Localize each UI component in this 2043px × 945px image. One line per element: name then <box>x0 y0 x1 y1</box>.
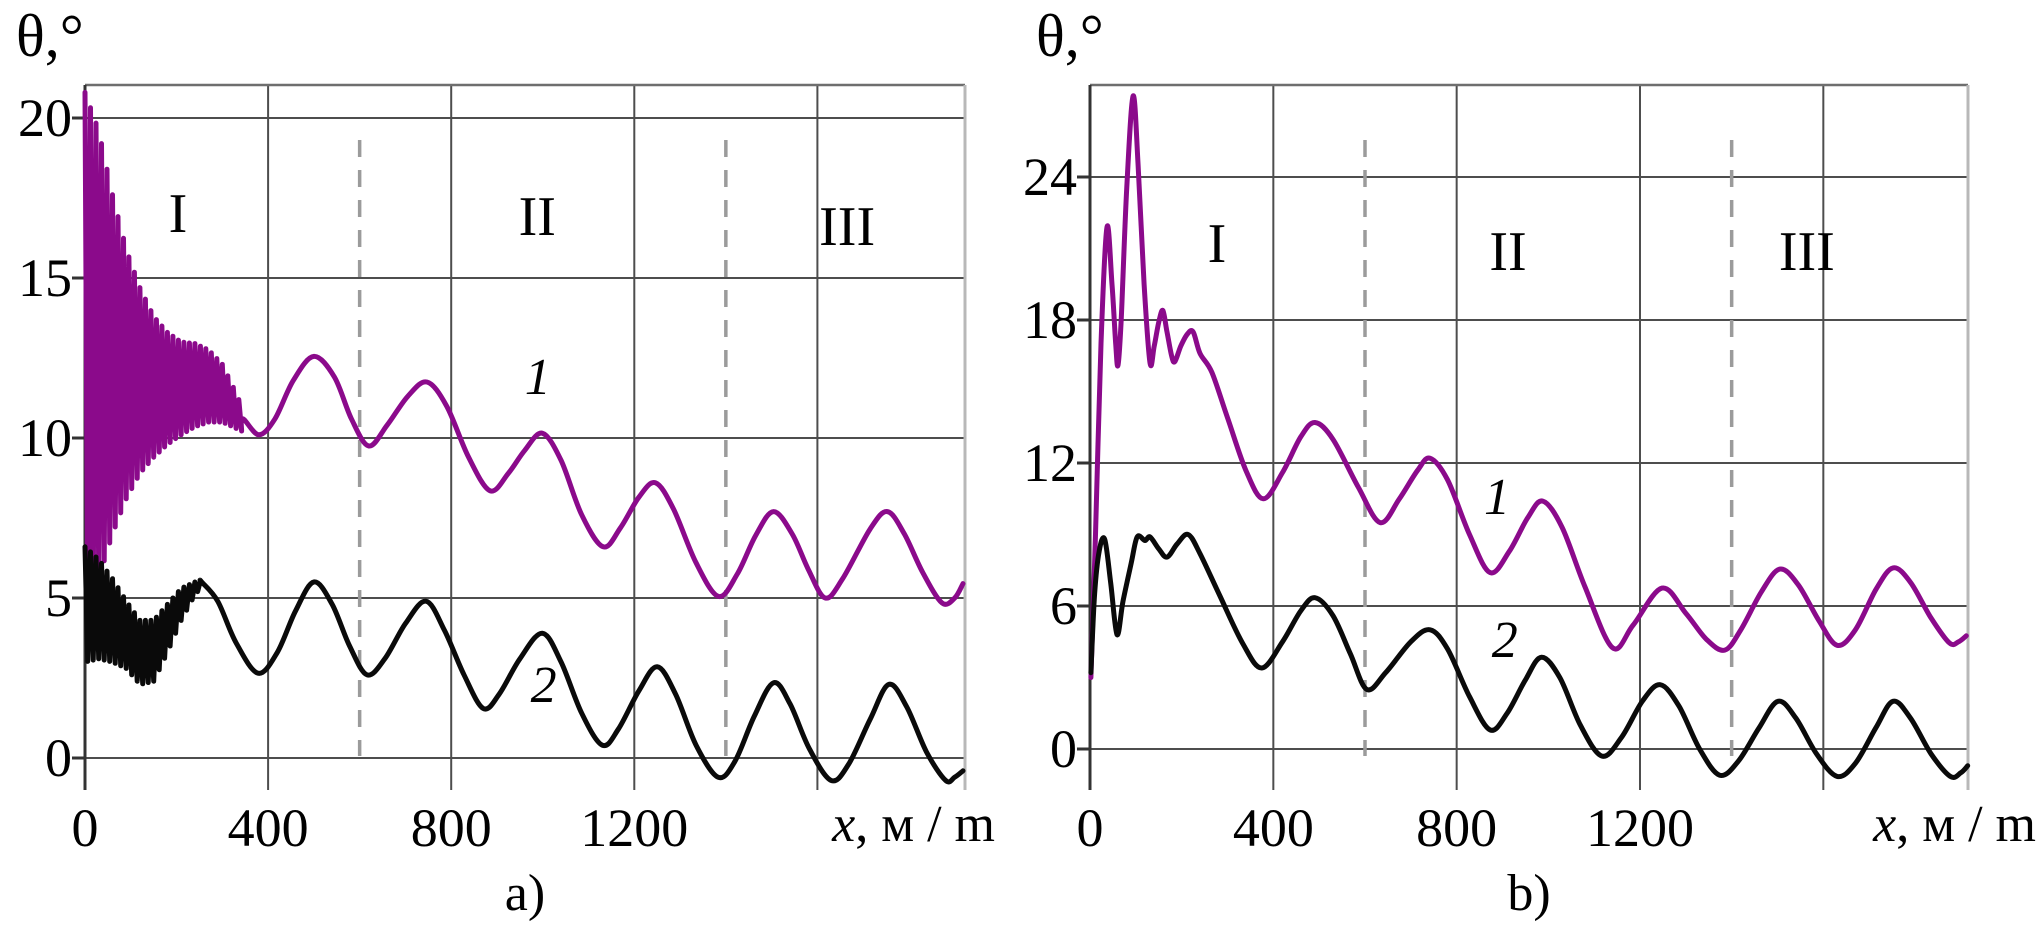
curve-label-2-a: 2 <box>530 656 557 714</box>
curve-1-a <box>82 89 966 615</box>
panel-b-x-axis-title-variable: x <box>1873 796 1897 853</box>
region-label-II-a: II <box>518 186 556 249</box>
region-label-III-a: III <box>819 195 876 258</box>
panel-b-y-axis-title: θ,° <box>1036 3 1104 69</box>
x-tick-label-0-b: 0 <box>1076 798 1104 858</box>
curve-label-1-a: 1 <box>524 349 551 407</box>
curve-label-1-b: 1 <box>1483 468 1510 526</box>
curve-2-a <box>82 544 966 785</box>
x-tick-label-1200-a: 1200 <box>580 798 689 858</box>
panel-a-y-axis-title: θ,° <box>16 3 84 69</box>
region-label-I-b: I <box>1207 212 1227 275</box>
y-tick-label-6-b: 6 <box>1050 576 1077 636</box>
x-tick-label-1200-b: 1200 <box>1585 798 1694 858</box>
y-tick-label-5-a: 5 <box>45 568 72 628</box>
y-tick-label-20-a: 20 <box>18 88 72 148</box>
curve-label-2-b: 2 <box>1491 611 1518 669</box>
panel-b-x-axis-title-units: , м / m <box>1896 796 2036 853</box>
panel-a-x-axis-title-units: , м / m <box>855 796 995 853</box>
y-tick-label-24-b: 24 <box>1023 147 1077 207</box>
panel-a-x-axis-title-variable: x <box>832 796 856 853</box>
panel-b-x-axis-title: x, м / m <box>1796 795 2036 854</box>
x-tick-label-400-a: 400 <box>227 798 309 858</box>
panel-a-caption: a) <box>504 865 546 922</box>
y-tick-label-18-b: 18 <box>1023 290 1077 350</box>
y-tick-label-0-a: 0 <box>45 728 72 788</box>
curve-1-b <box>1088 93 1969 680</box>
y-tick-label-15-a: 15 <box>18 248 72 308</box>
x-tick-label-800-a: 800 <box>410 798 492 858</box>
panel-a-x-axis-title: x, м / m <box>755 795 995 854</box>
y-tick-label-12-b: 12 <box>1023 433 1077 493</box>
x-tick-label-0-a: 0 <box>71 798 99 858</box>
panel-b-caption: b) <box>1507 865 1551 922</box>
curve-2-b <box>1088 531 1971 780</box>
region-label-II-b: II <box>1489 221 1527 284</box>
x-tick-label-400-b: 400 <box>1232 798 1314 858</box>
region-label-III-b: III <box>1778 221 1835 284</box>
y-tick-label-0-b: 0 <box>1050 719 1077 779</box>
y-tick-label-10-a: 10 <box>18 408 72 468</box>
region-label-I-a: I <box>168 183 188 245</box>
x-tick-label-800-b: 800 <box>1416 798 1498 858</box>
